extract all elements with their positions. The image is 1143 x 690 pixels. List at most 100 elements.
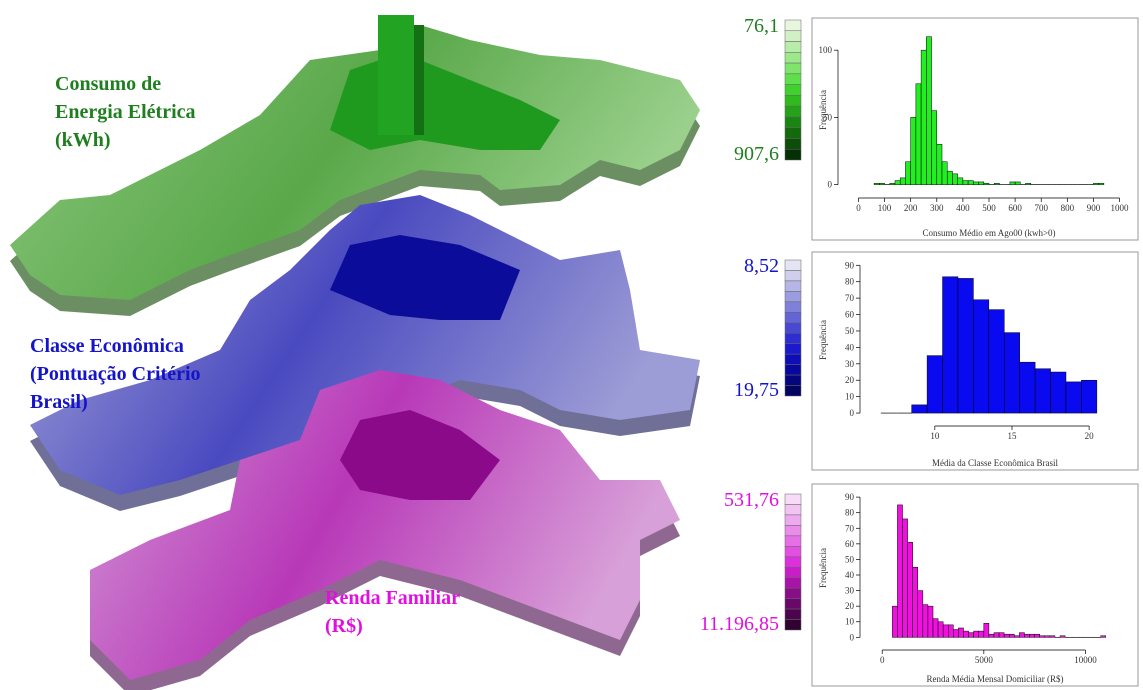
bar — [1066, 382, 1081, 413]
bar — [1035, 369, 1050, 413]
layer-label: Brasil) — [30, 391, 88, 413]
bar — [958, 628, 963, 637]
y-axis-label: Frequência — [818, 90, 828, 130]
bar — [984, 183, 989, 184]
legend-bottom-label: 907,6 — [734, 143, 779, 165]
figure: Consumo de Energia Elétrica (kWh) 76,1 907,6… — [0, 0, 1143, 690]
x-tick-label: 5000 — [975, 655, 994, 665]
legend-swatch — [785, 52, 801, 63]
x-tick-label: 200 — [904, 203, 918, 213]
legend-swatch — [785, 557, 801, 567]
y-tick-label: 10 — [845, 617, 855, 627]
legend-swatch — [785, 270, 801, 280]
layer-label: Renda Familiar — [325, 587, 460, 609]
bar — [905, 162, 910, 185]
layer-label: Energia Elétrica — [55, 101, 196, 123]
bar — [1099, 183, 1104, 184]
bar — [994, 633, 999, 638]
bar — [895, 181, 900, 185]
bar — [933, 619, 938, 638]
bar — [963, 631, 968, 637]
bar — [974, 631, 979, 637]
bar — [963, 181, 968, 185]
bar — [943, 277, 958, 413]
legend-swatch — [785, 281, 801, 291]
bar — [1004, 333, 1019, 413]
bar — [979, 631, 984, 637]
bar — [923, 605, 928, 638]
bar — [973, 182, 978, 185]
legend-swatch — [785, 344, 801, 354]
bar — [994, 183, 999, 184]
legend-top-label: 76,1 — [744, 15, 779, 37]
legend-swatch — [785, 588, 801, 598]
legend-bottom-label: 19,75 — [734, 379, 779, 401]
bar — [879, 183, 884, 184]
bar — [900, 178, 905, 185]
legend-swatch — [785, 620, 801, 630]
y-tick-label: 80 — [845, 508, 855, 518]
x-tick-label: 15 — [1007, 431, 1017, 441]
bar — [1093, 183, 1098, 184]
bar — [973, 300, 988, 413]
bar — [1010, 182, 1015, 185]
layer-label: (R$) — [325, 615, 363, 637]
y-tick-label: 70 — [845, 523, 855, 533]
legend-swatch — [785, 525, 801, 535]
bar — [1015, 182, 1020, 185]
layer-label: (kWh) — [55, 129, 111, 151]
x-tick-label: 700 — [1034, 203, 1048, 213]
figure-canvas: Consumo de Energia Elétrica (kWh) 76,1 907,6… — [0, 0, 1143, 690]
x-tick-label: 0 — [880, 655, 885, 665]
bar — [984, 623, 989, 637]
bar — [1004, 634, 1009, 637]
bar — [969, 633, 974, 638]
bar — [952, 174, 957, 185]
bar — [1030, 634, 1035, 637]
legend-swatch — [785, 567, 801, 577]
y-tick-label: 40 — [845, 570, 855, 580]
bar — [1060, 636, 1065, 638]
legend-swatch — [785, 291, 801, 301]
bar — [958, 278, 973, 413]
bar — [942, 162, 947, 185]
bar — [937, 144, 942, 184]
bar — [911, 117, 916, 184]
layer-label: Consumo de — [55, 73, 161, 95]
bar — [897, 505, 902, 637]
legend-swatch — [785, 63, 801, 74]
bar — [999, 633, 1004, 638]
bar — [913, 567, 918, 637]
legend-swatch — [785, 42, 801, 53]
bar — [908, 542, 913, 637]
legend-swatch — [785, 333, 801, 343]
x-tick-label: 100 — [878, 203, 892, 213]
bar — [1019, 633, 1024, 638]
bar — [932, 111, 937, 185]
layer-label: (Pontuação Critério — [30, 363, 201, 385]
legend-swatch — [785, 375, 801, 385]
bar — [1024, 634, 1029, 637]
x-tick-label: 10000 — [1074, 655, 1097, 665]
bar — [1081, 380, 1096, 413]
bar — [953, 630, 958, 638]
bar — [1051, 372, 1066, 413]
x-axis-label: Renda Média Mensal Domiciliar (R$) — [927, 674, 1064, 684]
x-tick-label: 0 — [856, 203, 861, 213]
x-tick-label: 300 — [930, 203, 944, 213]
y-axis-label: Frequência — [818, 320, 828, 360]
legend-bottom-label: 11.196,85 — [700, 613, 779, 635]
x-axis-label: Consumo Médio em Ago00 (kwh>0) — [922, 228, 1055, 238]
bar — [1050, 636, 1055, 638]
bar — [989, 310, 1004, 413]
bar — [874, 183, 879, 184]
y-tick-label: 30 — [845, 359, 855, 369]
bar — [916, 84, 921, 185]
legend-swatch — [785, 354, 801, 364]
bar — [890, 183, 895, 184]
legend-swatch — [785, 323, 801, 333]
legend-swatch — [785, 599, 801, 609]
y-tick-label: 100 — [819, 45, 833, 55]
y-tick-label: 0 — [828, 180, 833, 190]
x-tick-label: 900 — [1087, 203, 1101, 213]
